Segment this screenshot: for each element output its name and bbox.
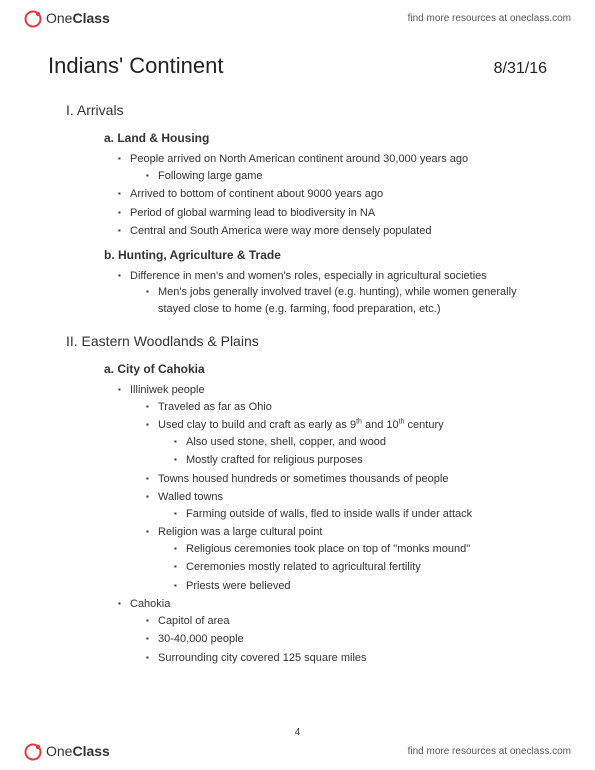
list-level-2: Following large game bbox=[158, 168, 547, 185]
subsection-heading: a. Land & Housing bbox=[104, 129, 547, 147]
list-item: Towns housed hundreds or sometimes thous… bbox=[158, 471, 547, 488]
list-item: Traveled as far as Ohio bbox=[158, 399, 547, 416]
document-content: Indians' Continent 8/31/16 I. Arrivals a.… bbox=[0, 37, 595, 708]
brand-logo: OneClass bbox=[24, 8, 110, 29]
list-item: Period of global warming lead to biodive… bbox=[130, 205, 547, 222]
subsection-heading: a. City of Cahokia bbox=[104, 360, 547, 378]
section-heading: I. Arrivals bbox=[66, 100, 547, 121]
logo-icon bbox=[24, 743, 42, 761]
list-level-1: Illiniwek peopleTraveled as far as OhioU… bbox=[130, 382, 547, 666]
list-level-3: Farming outside of walls, fled to inside… bbox=[186, 506, 547, 523]
list-level-2: Traveled as far as OhioUsed clay to buil… bbox=[158, 399, 547, 595]
list-level-1: People arrived on North American contine… bbox=[130, 151, 547, 240]
brand-logo-footer: OneClass bbox=[24, 741, 110, 762]
list-item: Arrived to bottom of continent about 900… bbox=[130, 186, 547, 203]
outline-container: I. Arrivals a. Land & Housing People arriv… bbox=[48, 100, 547, 666]
list-item: Religion was a large cultural pointRelig… bbox=[158, 524, 547, 594]
find-resources-link-footer[interactable]: find more resources at oneclass.com bbox=[408, 744, 571, 759]
brand-text: OneClass bbox=[46, 8, 110, 29]
list-level-3: Also used stone, shell, copper, and wood… bbox=[186, 434, 547, 469]
find-resources-link[interactable]: find more resources at oneclass.com bbox=[408, 11, 571, 26]
title-row: Indians' Continent 8/31/16 bbox=[48, 49, 547, 82]
brand-part1-footer: One bbox=[46, 743, 72, 759]
page-header: OneClass find more resources at oneclass… bbox=[0, 0, 595, 37]
list-item: Following large game bbox=[158, 168, 547, 185]
page-footer: OneClass find more resources at oneclass… bbox=[0, 733, 595, 770]
list-level-2: Capitol of area30-40,000 people Surroundi… bbox=[158, 613, 547, 667]
list-level-3: Religious ceremonies took place on top o… bbox=[186, 541, 547, 595]
list-item: Capitol of area bbox=[158, 613, 547, 630]
brand-part1: One bbox=[46, 10, 72, 26]
list-item: Mostly crafted for religious purposes bbox=[186, 452, 547, 469]
list-level-1: Difference in men's and women's roles, e… bbox=[130, 268, 547, 318]
list-item: Difference in men's and women's roles, e… bbox=[130, 268, 547, 318]
list-item: CahokiaCapitol of area30-40,000 peopleSu… bbox=[130, 596, 547, 666]
brand-part2: Class bbox=[72, 10, 109, 26]
list-item: Ceremonies mostly related to agricultura… bbox=[186, 559, 547, 576]
page-title: Indians' Continent bbox=[48, 49, 223, 82]
page-date: 8/31/16 bbox=[494, 57, 547, 81]
list-item: People arrived on North American contine… bbox=[130, 151, 547, 184]
list-item: Priests were believed bbox=[186, 578, 547, 595]
list-item: Also used stone, shell, copper, and wood bbox=[186, 434, 547, 451]
list-item: 30-40,000 people bbox=[158, 631, 547, 648]
list-item: Surrounding city covered 125 square mile… bbox=[158, 650, 547, 667]
list-item: Farming outside of walls, fled to inside… bbox=[186, 506, 547, 523]
list-item: Central and South America were way more … bbox=[130, 223, 547, 240]
list-level-2: Men's jobs generally involved travel (e.… bbox=[158, 284, 547, 317]
subsection-heading: b. Hunting, Agriculture & Trade bbox=[104, 246, 547, 264]
list-item: Used clay to build and craft as early as… bbox=[158, 417, 547, 469]
list-item: Illiniwek peopleTraveled as far as OhioU… bbox=[130, 382, 547, 594]
list-item: Walled townsFarming outside of walls, fl… bbox=[158, 489, 547, 522]
brand-part2-footer: Class bbox=[72, 743, 109, 759]
list-item: Men's jobs generally involved travel (e.… bbox=[158, 284, 547, 317]
brand-text-footer: OneClass bbox=[46, 741, 110, 762]
logo-icon bbox=[24, 10, 42, 28]
section-heading: II. Eastern Woodlands & Plains bbox=[66, 331, 547, 352]
list-item: Religious ceremonies took place on top o… bbox=[186, 541, 547, 558]
